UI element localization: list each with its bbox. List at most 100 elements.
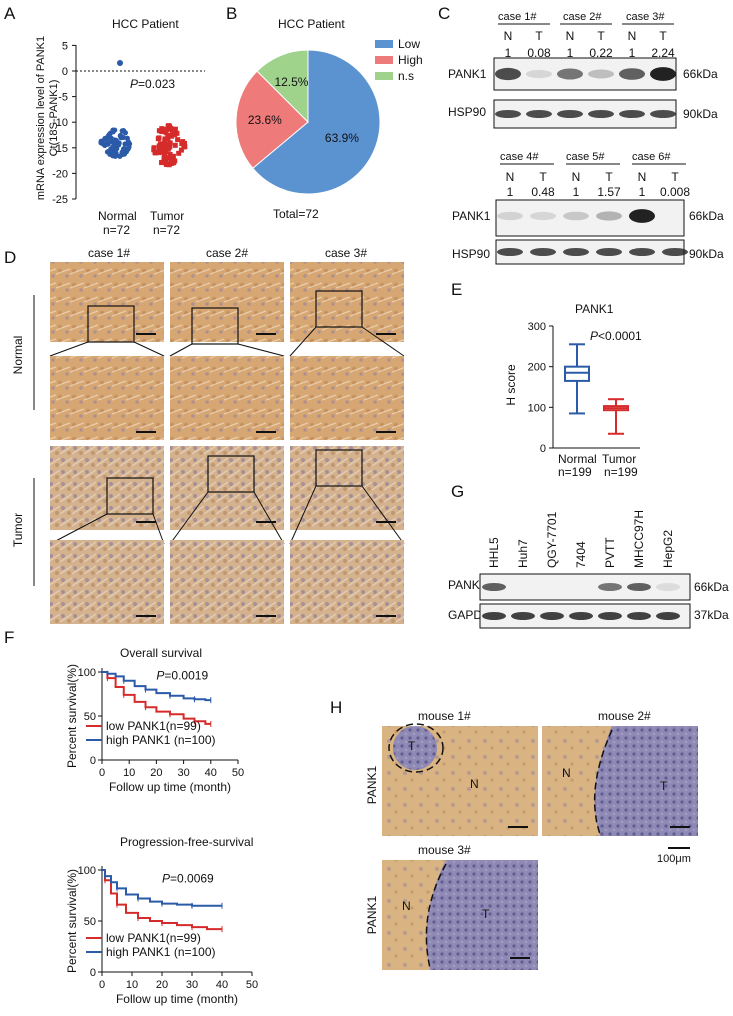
f-xtick-label: 0 — [99, 767, 105, 779]
e-box — [564, 365, 590, 382]
panel-a-n-tumor: n=72 — [153, 223, 180, 237]
h-tumor-mark-1: T — [408, 739, 416, 753]
a-point-normal — [114, 146, 120, 152]
c2-kda-hsp90: 90kDa — [689, 247, 724, 261]
a-point-tumor — [180, 139, 186, 145]
c1-row-hsp90: HSP90 — [448, 105, 486, 119]
band-loading — [497, 248, 523, 256]
panel-label-f: F — [4, 628, 14, 647]
d-zoom-line — [49, 513, 108, 545]
a-point-tumor — [160, 149, 166, 155]
f-legend-label: high PANK1 (n=100) — [106, 733, 216, 747]
panel-b-pie: HCC Patient 63.9% 23.6% 12.5% Total=72 Low… — [235, 17, 423, 221]
c1-kda-hsp90: 90kDa — [683, 107, 718, 121]
c1-kda-pank1: 66kDa — [683, 67, 718, 81]
h-tumor-region-3 — [426, 860, 538, 970]
blot-lane-ratio: 1 — [505, 46, 512, 60]
blot-lane-nt: N — [572, 170, 581, 184]
h-mouse-2: mouse 2# — [598, 709, 651, 723]
panel-a-group-tumor: Tumor — [150, 209, 184, 223]
h-normal-mark-1: N — [470, 777, 479, 791]
a-point-tumor — [165, 136, 171, 142]
panel-a-outlier — [117, 60, 123, 66]
a-point-tumor — [157, 141, 163, 147]
band-pank1 — [526, 69, 552, 79]
h-normal-mark-3: N — [402, 899, 411, 913]
f-ytick-label: 0 — [90, 967, 96, 979]
f-p-value: P=0.0069 — [162, 871, 214, 885]
a-tick-label: 5 — [62, 40, 68, 52]
band-pank1 — [563, 211, 589, 221]
blot-lane-ratio: 1 — [573, 185, 580, 199]
blot-lane-ratio: 1 — [629, 46, 636, 60]
blot-lane-nt: N — [628, 29, 637, 43]
svg-text:P=0.023: P=0.023 — [130, 77, 175, 91]
a-point-tumor — [167, 152, 173, 158]
a-point-normal — [112, 152, 118, 158]
panel-e-group-normal: Normal — [558, 452, 597, 466]
band-pank1 — [530, 211, 556, 221]
c2-case-5: case 5# — [566, 151, 605, 163]
d-zoom-line — [49, 341, 89, 357]
f-title: Progression-free-survival — [120, 835, 253, 849]
a-point-tumor — [168, 133, 174, 139]
blot-lane-nt: N — [638, 170, 647, 184]
blot-lane-ratio: 1.57 — [597, 185, 621, 199]
d-zoom-line — [289, 326, 317, 357]
a-point-tumor — [161, 155, 167, 161]
g-lane-label: PVTT — [603, 537, 617, 568]
a-point-normal — [119, 134, 125, 140]
f-ytick-label: 50 — [84, 916, 96, 928]
d-tile — [50, 262, 164, 342]
c2-blot-pank1 — [495, 199, 685, 237]
f-xlabel: Follow up time (month) — [109, 780, 231, 794]
h-tumor-mark-3: T — [482, 907, 490, 921]
g-band-gapdh — [569, 612, 593, 620]
a-point-tumor — [161, 145, 167, 151]
h-stain-label-2: PANK1 — [365, 895, 379, 934]
panel-e-boxplot: PANK1 H score 300 200 100 0 P<0.0001 Normal… — [504, 302, 642, 479]
panel-a-p-prefix: P — [130, 77, 138, 91]
panel-e-n-tumor: n=199 — [604, 465, 638, 479]
d-tile — [290, 540, 404, 624]
a-point-tumor — [170, 153, 176, 159]
g-kda-pank1: 66kDa — [694, 580, 729, 594]
legend-swatch-low — [375, 40, 393, 48]
panel-d-ihc: case 1# case 2# case 3# Normal Tumor — [11, 246, 405, 624]
g-lane-label: HepG2 — [661, 530, 675, 568]
band-pank1 — [629, 209, 655, 223]
g-lane-label: QGY-7701 — [545, 511, 559, 568]
blot-lane-nt: N — [506, 170, 515, 184]
d-tile — [50, 356, 164, 440]
band-pank1 — [497, 211, 523, 221]
blot-lane-nt: T — [659, 29, 667, 43]
a-point-normal — [102, 136, 108, 142]
d-zoom-line — [361, 485, 405, 545]
band-loading — [563, 248, 589, 256]
legend-label-high: High — [398, 53, 423, 67]
a-point-tumor — [163, 158, 169, 164]
a-point-tumor — [172, 142, 178, 148]
a-point-normal — [126, 144, 132, 150]
g-band-gapdh — [598, 612, 622, 620]
band-pank1 — [557, 68, 583, 80]
f-ytick-label: 50 — [84, 711, 96, 723]
legend-label-low: Low — [398, 37, 420, 51]
d-zoom-line — [289, 485, 317, 545]
g-band-pank1 — [627, 583, 651, 591]
a-point-normal — [98, 140, 104, 146]
a-point-tumor — [182, 144, 188, 150]
panel-b-title: HCC Patient — [278, 17, 345, 31]
f-xtick-label: 40 — [205, 767, 217, 779]
d-zoom-line — [169, 343, 193, 357]
band-pank1 — [596, 211, 622, 221]
a-point-tumor — [156, 135, 162, 141]
e-tick-label: 300 — [528, 321, 546, 333]
d-tile — [290, 446, 404, 530]
c1-case-2: case 2# — [563, 11, 602, 23]
blot-lane-ratio: 0.48 — [531, 185, 555, 199]
f-ytick-label: 100 — [78, 865, 96, 877]
a-point-tumor — [169, 158, 175, 164]
a-point-normal — [106, 132, 112, 138]
